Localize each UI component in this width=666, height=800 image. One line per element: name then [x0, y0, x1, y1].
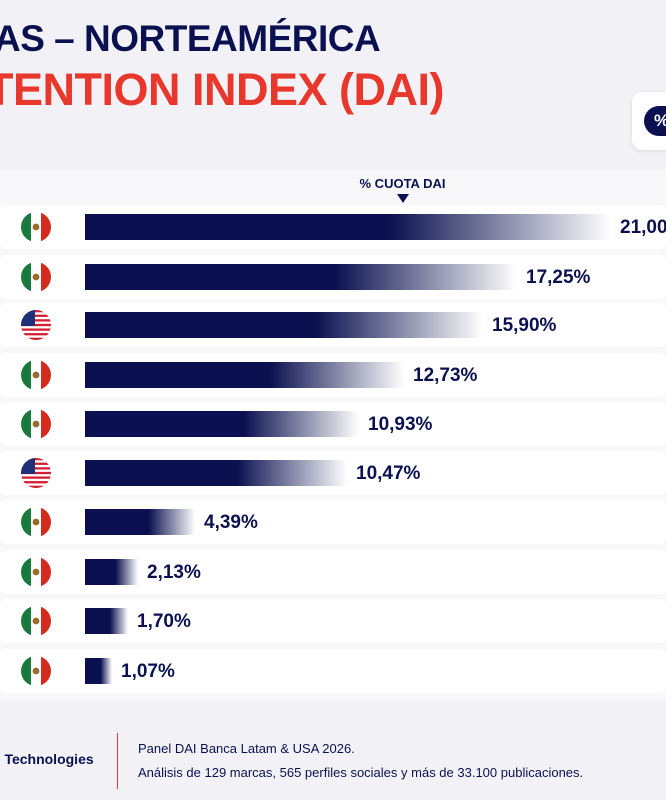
mexico-flag-icon [21, 409, 51, 439]
bar-mark [85, 312, 483, 338]
bar-value-label: 21,00% [620, 217, 666, 238]
bar-mark [85, 411, 359, 437]
bar-mark [85, 214, 611, 240]
table-row: 10,47% [0, 451, 666, 495]
table-row: 15,90% [0, 303, 666, 347]
usa-flag-icon [21, 310, 51, 340]
bar-value-label: 10,47% [356, 463, 421, 484]
chart-title-line1: AS – NORTEAMÉRICA [0, 18, 381, 59]
bar-mark [85, 559, 138, 585]
footer-company: n Technologies [0, 751, 94, 767]
bar-mark [85, 608, 128, 634]
mexico-flag-icon [21, 262, 51, 292]
bar-value-label: 1,70% [137, 611, 191, 632]
bar-value-label: 15,90% [492, 315, 557, 336]
bar-mark [85, 658, 112, 684]
table-row: 1,70% [0, 599, 666, 643]
mexico-flag-icon [21, 557, 51, 587]
bar-mark [85, 264, 517, 290]
bar-mark [85, 362, 404, 388]
mexico-flag-icon [21, 656, 51, 686]
bar-mark [85, 509, 195, 535]
footer-analysis: Análisis de 129 marcas, 565 perfiles soc… [138, 765, 584, 780]
mexico-flag-icon [21, 212, 51, 242]
table-row: 10,93% [0, 402, 666, 446]
bar-value-label: 4,39% [204, 512, 258, 533]
percent-toggle[interactable]: % [632, 92, 666, 150]
mexico-flag-icon [21, 507, 51, 537]
footer-divider [117, 733, 118, 789]
bar-mark [85, 460, 347, 486]
metric-arrow-icon [397, 194, 409, 203]
usa-flag-icon [21, 458, 51, 488]
metric-label: % CUOTA DAI [359, 176, 446, 191]
chart-title-line2: TENTION INDEX (DAI) [0, 64, 445, 115]
mexico-flag-icon [21, 606, 51, 636]
bar-value-label: 1,07% [121, 661, 175, 682]
table-row: 4,39% [0, 500, 666, 544]
percent-toggle-label[interactable]: % [644, 106, 666, 136]
table-row: 1,07% [0, 649, 666, 693]
bar-value-label: 10,93% [368, 414, 433, 435]
bar-value-label: 2,13% [147, 562, 201, 583]
table-row: 17,25% [0, 255, 666, 299]
table-row: 2,13% [0, 550, 666, 594]
table-row: 12,73% [0, 353, 666, 397]
bar-value-label: 12,73% [413, 365, 478, 386]
mexico-flag-icon [21, 360, 51, 390]
footer-source: Panel DAI Banca Latam & USA 2026. [138, 741, 355, 756]
table-row: 21,00% [0, 205, 666, 249]
bar-value-label: 17,25% [526, 267, 591, 288]
